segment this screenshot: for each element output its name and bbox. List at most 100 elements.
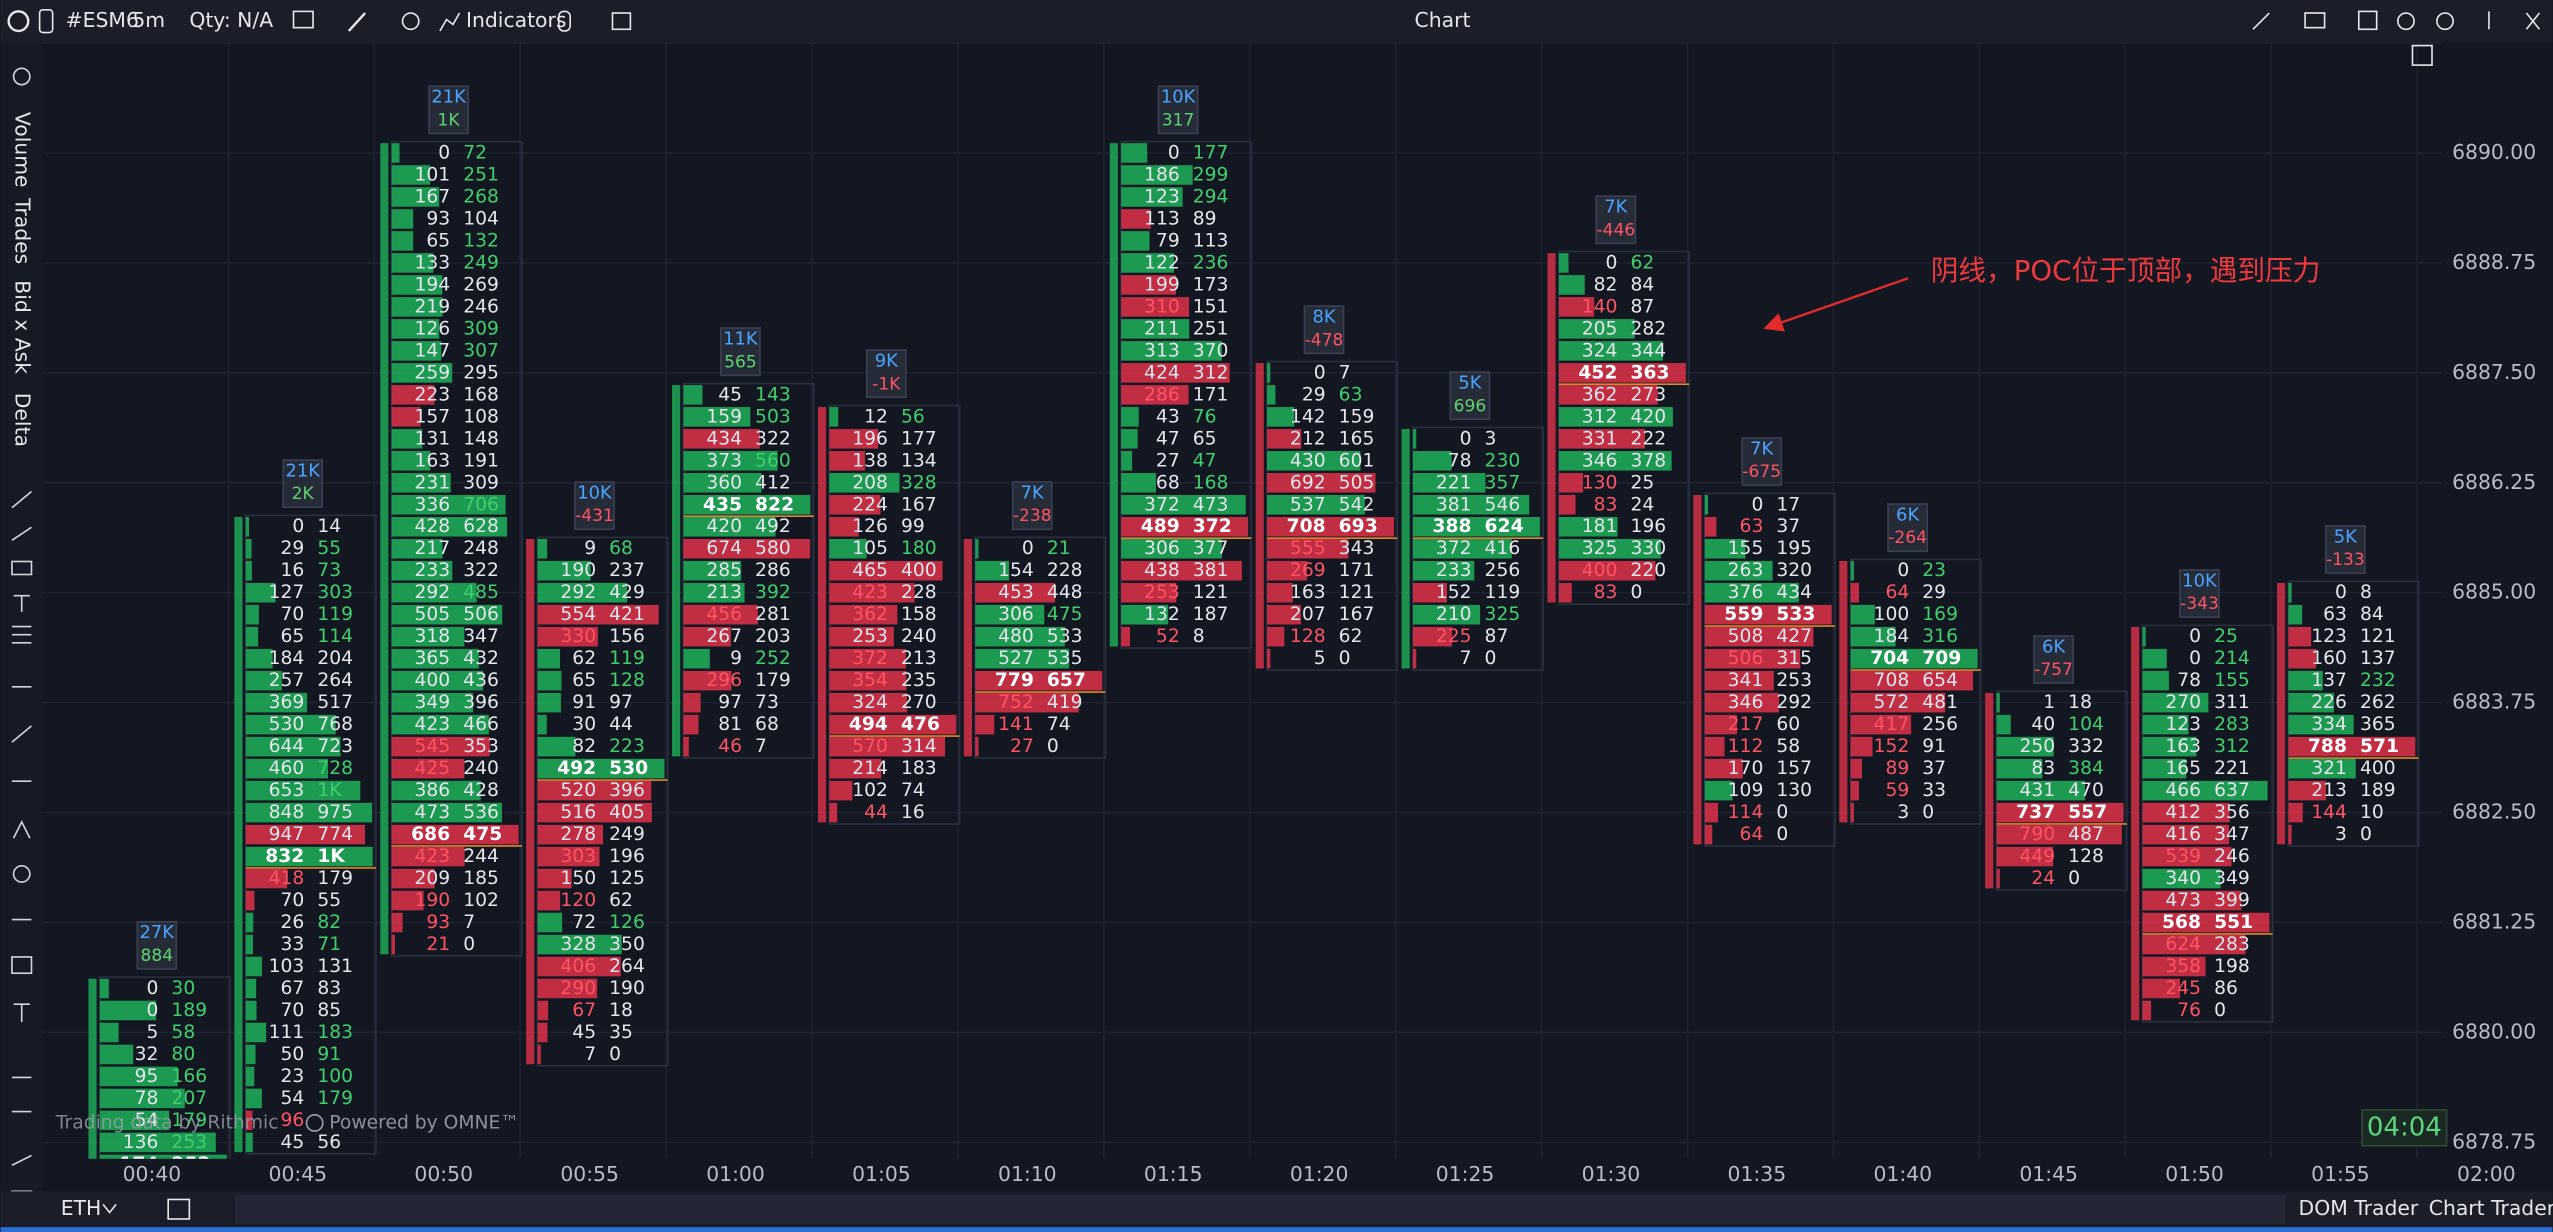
bid-volume: 0 bbox=[1897, 560, 1909, 581]
session-caret[interactable] bbox=[102, 1203, 117, 1214]
volume-bar bbox=[537, 1022, 548, 1043]
volume-bar bbox=[99, 1066, 178, 1087]
summary-box bbox=[428, 85, 469, 135]
volume-bar bbox=[1121, 253, 1174, 273]
summary-box bbox=[2325, 525, 2366, 575]
volume-bar bbox=[1121, 407, 1139, 427]
volume-bar bbox=[391, 604, 503, 625]
volume-bar bbox=[975, 582, 1055, 603]
volume-bar bbox=[1121, 297, 1190, 317]
bid-volume: 465 bbox=[852, 560, 888, 581]
ask-volume: 58 bbox=[1776, 736, 1800, 757]
bid-volume: 196 bbox=[852, 428, 888, 449]
volume-bar bbox=[1558, 253, 1569, 273]
zoom-icon[interactable] bbox=[401, 12, 420, 31]
candle-body bbox=[2131, 626, 2140, 1021]
ask-volume: 179 bbox=[317, 868, 353, 889]
bid-volume: 102 bbox=[852, 780, 888, 801]
chart-trader[interactable]: Chart Trader bbox=[2429, 1196, 2553, 1220]
template-icon[interactable] bbox=[292, 10, 314, 29]
draw-icon[interactable] bbox=[347, 12, 367, 32]
bid-volume: 373 bbox=[706, 450, 742, 471]
bid-volume: 91 bbox=[572, 692, 596, 713]
bid-volume: 312 bbox=[1582, 406, 1618, 427]
volume-bar bbox=[829, 626, 894, 647]
ask-volume: 62 bbox=[609, 890, 633, 911]
qty[interactable]: Qty: N/A bbox=[189, 8, 273, 32]
symbol[interactable]: #ESM6 bbox=[66, 8, 139, 32]
candle-frame bbox=[1849, 558, 1982, 825]
panel-label[interactable]: Delta bbox=[11, 393, 35, 447]
volume-bar bbox=[1996, 780, 2085, 801]
calendar-icon[interactable] bbox=[167, 1198, 191, 1220]
bid-volume: 163 bbox=[2165, 736, 2201, 757]
bid-volume: 190 bbox=[415, 890, 451, 911]
indicator-icon[interactable] bbox=[439, 12, 461, 32]
bid-volume: 93 bbox=[426, 912, 450, 933]
volume-bar bbox=[1412, 604, 1481, 625]
panel-label[interactable]: Bid x Ask bbox=[11, 280, 35, 374]
ask-volume: 400 bbox=[2360, 758, 2396, 779]
ask-volume: 121 bbox=[2360, 626, 2396, 647]
scroll-end-icon[interactable] bbox=[2411, 44, 2433, 66]
ask-volume: 55 bbox=[317, 890, 341, 911]
ask-volume: 312 bbox=[1193, 362, 1229, 383]
device-icon[interactable] bbox=[38, 8, 54, 34]
watermark-powered: Powered by OMNE™ bbox=[329, 1112, 519, 1133]
volume-bar bbox=[1850, 582, 1860, 603]
bid-volume: 250 bbox=[2019, 736, 2055, 757]
volume-bar bbox=[391, 670, 484, 691]
bid-volume: 0 bbox=[147, 978, 159, 999]
bid-volume: 131 bbox=[415, 428, 451, 449]
volume-bar bbox=[99, 1154, 227, 1159]
volume-bar bbox=[537, 824, 604, 845]
session-select[interactable]: ETH bbox=[61, 1196, 102, 1220]
settings-icon[interactable] bbox=[12, 67, 31, 86]
ask-volume: 332 bbox=[2068, 736, 2104, 757]
volume-bar bbox=[1558, 341, 1663, 361]
bid-volume: 530 bbox=[269, 714, 305, 735]
volume-bar bbox=[1850, 670, 1974, 691]
ask-volume: 189 bbox=[2360, 780, 2396, 801]
candle-body bbox=[1547, 253, 1556, 603]
bid-volume: 130 bbox=[1582, 472, 1618, 493]
bid-volume: 123 bbox=[1144, 186, 1180, 207]
ask-volume: 427 bbox=[1776, 626, 1812, 647]
bid-volume: 431 bbox=[2019, 780, 2055, 801]
ask-volume: 84 bbox=[1630, 274, 1654, 295]
ask-volume: 294 bbox=[1193, 186, 1229, 207]
time-label: 00:40 bbox=[123, 1162, 182, 1186]
ask-volume: 56 bbox=[317, 1132, 341, 1153]
bid-volume: 0 bbox=[1168, 142, 1180, 163]
bid-volume: 790 bbox=[2019, 824, 2055, 845]
ask-volume: 0 bbox=[2068, 868, 2080, 889]
volume-bar bbox=[2142, 714, 2189, 735]
volume-bar bbox=[1704, 714, 1737, 735]
bid-volume: 570 bbox=[852, 736, 888, 757]
volume-bar bbox=[391, 143, 400, 163]
logo[interactable] bbox=[7, 10, 30, 33]
bid-volume: 423 bbox=[415, 846, 451, 867]
price-label: 6882.50 bbox=[2452, 800, 2536, 824]
ask-volume: 283 bbox=[2214, 714, 2250, 735]
volume-bar bbox=[1121, 165, 1193, 185]
alert-icon[interactable] bbox=[557, 10, 571, 32]
ask-volume: 314 bbox=[901, 736, 937, 757]
ask-volume: 0 bbox=[2360, 824, 2372, 845]
interval[interactable]: 5m bbox=[132, 8, 165, 32]
bid-volume: 83 bbox=[2031, 758, 2055, 779]
panel-label[interactable]: Trades bbox=[11, 197, 35, 264]
panel-label[interactable]: Volume bbox=[11, 112, 35, 188]
window-controls[interactable] bbox=[2252, 10, 2541, 31]
bid-volume: 537 bbox=[1290, 494, 1326, 515]
volume-bar bbox=[99, 1022, 119, 1043]
ask-volume: 420 bbox=[1630, 406, 1666, 427]
bid-volume: 81 bbox=[718, 714, 742, 735]
volume-bar bbox=[391, 209, 414, 229]
bid-volume: 184 bbox=[1874, 626, 1910, 647]
bid-volume: 456 bbox=[706, 604, 742, 625]
indicators[interactable]: Indicators bbox=[466, 8, 566, 32]
dom-trader[interactable]: DOM Trader bbox=[2299, 1196, 2419, 1220]
layout-icon[interactable] bbox=[611, 12, 632, 31]
